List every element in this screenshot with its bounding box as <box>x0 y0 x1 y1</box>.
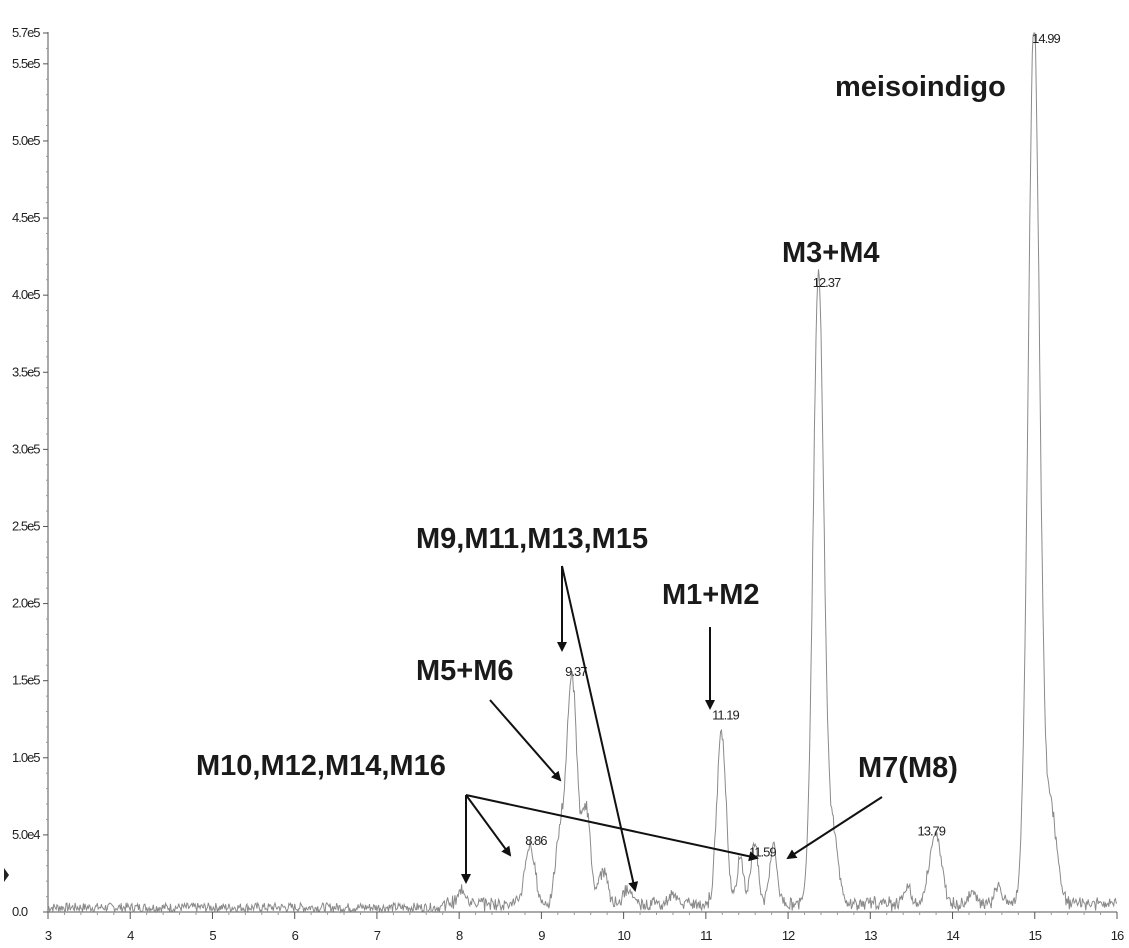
y-tick-label: 5.0e4 <box>12 827 40 842</box>
annotation-label: meisoindigo <box>835 71 1006 103</box>
annotation-label: M1+M2 <box>662 579 760 611</box>
x-tick-label: 12 <box>782 928 795 943</box>
x-tick-label: 7 <box>374 928 381 943</box>
y-tick-label: 1.0e5 <box>12 750 40 765</box>
x-tick-label: 13 <box>864 928 877 943</box>
peak-label: 8.86 <box>525 833 547 848</box>
x-tick-label: 15 <box>1029 928 1042 943</box>
y-tick-label: 4.0e5 <box>12 287 40 302</box>
y-tick-label: 5.5e5 <box>12 56 40 71</box>
left-edge-marker <box>4 868 9 882</box>
y-tick-label: 5.7e5 <box>12 25 40 40</box>
x-tick-label: 16 <box>1111 928 1124 943</box>
annotation-arrow <box>465 794 512 857</box>
peak-label: 12.37 <box>813 275 841 290</box>
chromatogram-trace <box>47 32 1118 914</box>
peak-label: 13.79 <box>917 824 945 839</box>
annotation-arrows <box>461 565 883 892</box>
annotation-arrow <box>489 699 562 782</box>
annotation-arrow <box>786 796 883 860</box>
x-tick-label: 6 <box>292 928 299 943</box>
peak-label: 9.37 <box>565 664 587 679</box>
y-axis-ticks: 0.0 5.0e4 1.0e5 1.5e5 2.0e5 2.5e5 3.0e5 3.5e5 4.… <box>12 25 48 919</box>
annotation-label: M7(M8) <box>858 752 958 784</box>
annotation-label: M3+M4 <box>782 237 880 269</box>
annotation-labels: meisoindigo M3+M4 M9,M11,M13,M15 M1+M2 M5+M6… <box>196 71 1006 784</box>
peak-label: 11.19 <box>712 708 739 723</box>
y-tick-label: 4.5e5 <box>12 210 40 225</box>
annotation-label: M5+M6 <box>416 655 514 687</box>
x-tick-label: 14 <box>946 928 959 943</box>
x-tick-label: 4 <box>127 928 134 943</box>
y-tick-label: 2.5e5 <box>12 518 40 533</box>
x-tick-label: 11 <box>700 928 712 943</box>
y-tick-label: 3.0e5 <box>12 441 40 456</box>
y-tick-label: 5.0e5 <box>12 133 40 148</box>
axes <box>47 32 1117 913</box>
x-tick-label: 10 <box>617 928 630 943</box>
annotation-label: M10,M12,M14,M16 <box>196 750 446 782</box>
annotation-arrow <box>465 794 759 862</box>
x-tick-label: 8 <box>456 928 463 943</box>
y-tick-label: 0.0 <box>12 904 28 919</box>
y-tick-label: 1.5e5 <box>12 673 40 688</box>
peak-label: 14.99 <box>1032 31 1060 46</box>
x-tick-label: 3 <box>45 928 52 943</box>
annotation-label: M9,M11,M13,M15 <box>416 523 648 555</box>
x-tick-label: 9 <box>538 928 545 943</box>
x-tick-label: 5 <box>209 928 216 943</box>
y-tick-label: 2.0e5 <box>12 596 40 611</box>
annotation-arrow <box>561 565 639 892</box>
x-axis-ticks: 3 4 5 6 7 8 9 10 11 12 13 14 15 16 <box>45 912 1125 943</box>
y-tick-label: 3.5e5 <box>12 364 40 379</box>
